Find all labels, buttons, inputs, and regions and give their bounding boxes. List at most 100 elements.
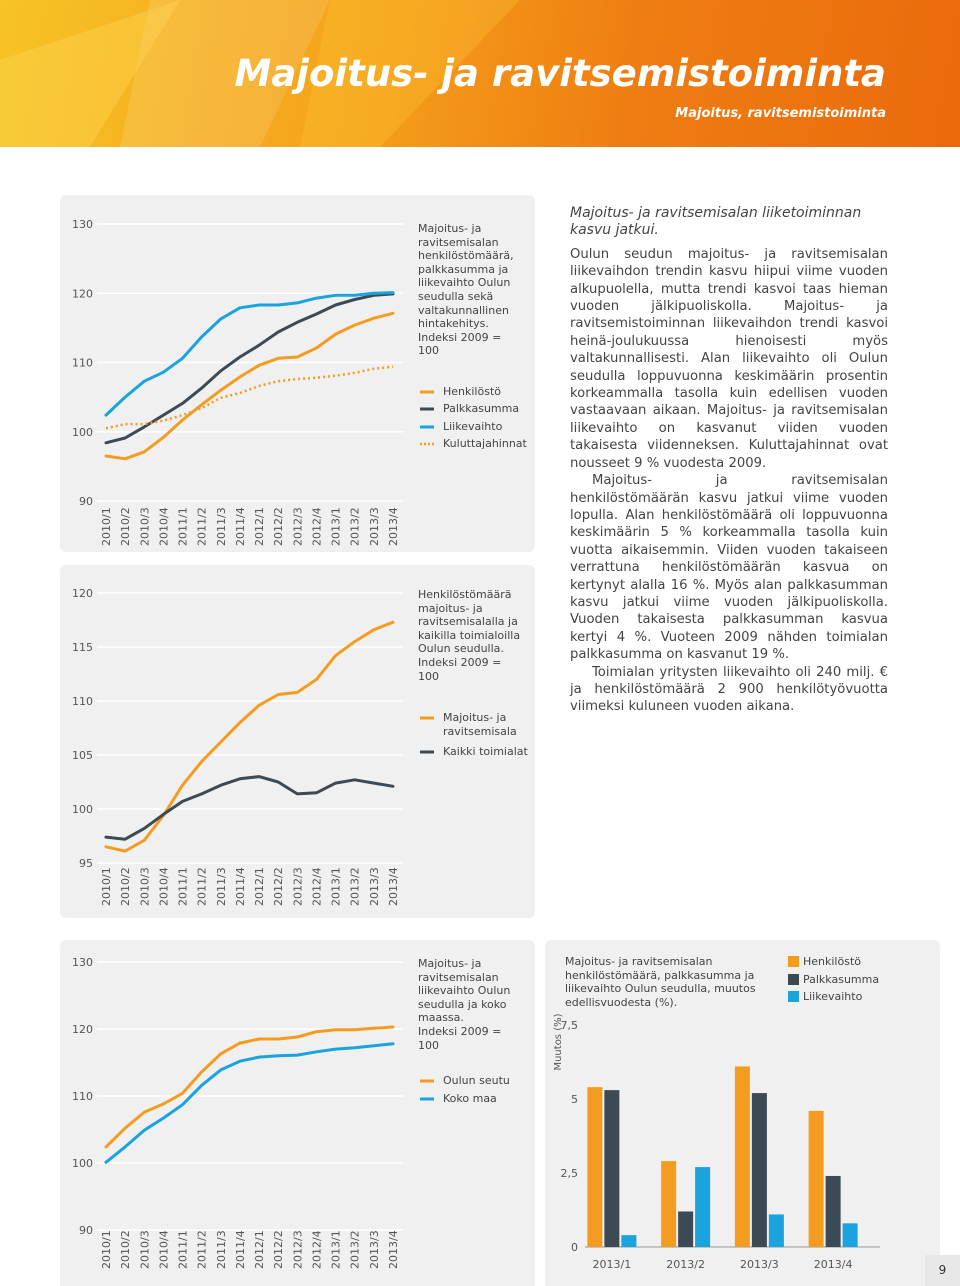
- y-tick-label: 115: [72, 641, 93, 654]
- x-tick-label: 2010/1: [100, 507, 113, 546]
- x-tick-label: 2011/1: [177, 1230, 190, 1269]
- chart-note: Majoitus- ja ravitsemisalan liikevaihto …: [418, 957, 523, 1052]
- paragraph: Toimialan yritysten liikevaihto oli 240 …: [570, 664, 888, 715]
- x-tick-label: 2010/2: [119, 1230, 132, 1269]
- legend-label: Henkilöstö: [803, 955, 861, 968]
- y-tick-label: 5: [571, 1093, 578, 1106]
- bar: [751, 1093, 767, 1247]
- series-line: [104, 1042, 395, 1164]
- y-tick-label: 95: [79, 857, 93, 870]
- y-tick-label: 90: [79, 1224, 93, 1237]
- x-tick-label: 2013/1: [330, 1230, 343, 1269]
- legend-label: Liikevaihto: [803, 990, 863, 1003]
- x-tick-label: 2010/3: [138, 507, 151, 546]
- x-tick-label: 2013/1: [593, 1258, 632, 1271]
- x-tick-label: 2013/2: [349, 507, 362, 546]
- x-tick-label: 2011/4: [234, 1230, 247, 1269]
- decor-shape: [0, 0, 180, 147]
- y-axis-label: Muutos (%): [553, 1013, 564, 1070]
- x-tick-label: 2012/1: [253, 867, 266, 906]
- x-tick-label: 2012/4: [310, 1230, 323, 1269]
- x-tick-label: 2013/3: [368, 507, 381, 546]
- series-line: [104, 1025, 395, 1149]
- y-tick-label: 120: [72, 1023, 93, 1036]
- bar: [734, 1066, 750, 1247]
- series-line: [105, 365, 394, 430]
- bar: [808, 1110, 824, 1247]
- x-tick-label: 2011/4: [234, 507, 247, 546]
- x-tick-label: 2013/3: [740, 1258, 779, 1271]
- panel: [60, 565, 535, 918]
- x-tick-label: 2010/4: [157, 507, 170, 546]
- x-tick-label: 2011/2: [196, 867, 209, 906]
- x-tick-label: 2011/3: [215, 1230, 228, 1269]
- panel: [60, 195, 535, 552]
- x-tick-label: 2012/3: [291, 1230, 304, 1269]
- x-tick-label: 2013/1: [330, 867, 343, 906]
- x-tick-label: 2013/2: [666, 1258, 705, 1271]
- legend-label: Majoitus- ja ravitsemisala: [443, 711, 517, 738]
- banner: Majoitus- ja ravitsemistoiminta Majoitus…: [0, 0, 960, 147]
- x-tick-label: 2012/1: [253, 1230, 266, 1269]
- chart-note: Henkilöstömäärä majoitus- ja ravitsemisa…: [418, 588, 523, 683]
- paragraph: Majoitus- ja ravitsemisalan henkilöstömä…: [570, 473, 888, 663]
- paragraph: Oulun seudun majoitus- ja ravitsemisalan…: [570, 246, 888, 471]
- x-tick-label: 2011/4: [234, 867, 247, 906]
- legend-label: Kuluttajahinnat: [443, 437, 527, 450]
- bar: [621, 1235, 637, 1247]
- panel: [60, 940, 535, 1286]
- x-tick-label: 2013/3: [368, 1230, 381, 1269]
- x-tick-label: 2011/2: [196, 507, 209, 546]
- legend-label: Palkkasumma: [443, 402, 520, 415]
- x-tick-label: 2012/3: [291, 867, 304, 906]
- y-tick-label: 130: [72, 956, 93, 969]
- series-line: [104, 292, 395, 445]
- chart-subnote: Indeksi 2009 = 100: [418, 655, 502, 683]
- x-tick-label: 2013/4: [814, 1258, 853, 1271]
- legend-label: Koko maa: [443, 1092, 497, 1105]
- decor-shape: [120, 0, 330, 147]
- x-tick-label: 2010/3: [138, 867, 151, 906]
- x-tick-label: 2012/1: [253, 507, 266, 546]
- decor-shape: [300, 0, 520, 147]
- x-tick-label: 2012/3: [291, 507, 304, 546]
- chart-subnote: Indeksi 2009 = 100: [418, 1024, 502, 1052]
- x-tick-label: 2013/2: [349, 1230, 362, 1269]
- y-tick-label: 110: [72, 695, 93, 708]
- y-tick-label: 130: [72, 218, 93, 231]
- y-tick-label: 0: [571, 1241, 578, 1254]
- legend-swatch: [788, 956, 799, 967]
- banner-decoration: [0, 0, 520, 147]
- bar: [604, 1090, 620, 1247]
- legend-label: Kaikki toimialat: [443, 745, 528, 758]
- page-title: Majoitus- ja ravitsemistoiminta: [234, 52, 887, 95]
- chart-note: Majoitus- ja ravitsemisalan henkilöstömä…: [565, 955, 756, 1009]
- x-tick-label: 2012/4: [310, 507, 323, 546]
- y-tick-label: 110: [72, 1090, 93, 1103]
- y-tick-label: 7,5: [561, 1019, 579, 1032]
- x-tick-label: 2013/4: [387, 507, 400, 546]
- series-line: [104, 291, 395, 417]
- y-tick-label: 100: [72, 1157, 93, 1170]
- page-subtitle: Majoitus, ravitsemistoiminta: [675, 106, 886, 121]
- x-tick-label: 2010/2: [119, 867, 132, 906]
- x-tick-label: 2011/2: [196, 1230, 209, 1269]
- y-tick-label: 105: [72, 749, 93, 762]
- x-tick-label: 2012/4: [310, 867, 323, 906]
- bar: [825, 1175, 841, 1247]
- y-tick-label: 100: [72, 426, 93, 439]
- bar: [587, 1087, 603, 1247]
- chart-subnote: Indeksi 2009 = 100: [418, 330, 502, 358]
- legend-label: Palkkasumma: [803, 973, 880, 986]
- bar: [678, 1211, 694, 1247]
- x-tick-label: 2013/4: [387, 1230, 400, 1269]
- x-tick-label: 2010/3: [138, 1230, 151, 1269]
- x-tick-label: 2011/1: [177, 507, 190, 546]
- y-tick-label: 2,5: [561, 1167, 579, 1180]
- x-tick-label: 2010/4: [157, 1230, 170, 1269]
- y-tick-label: 120: [72, 287, 93, 300]
- x-tick-label: 2011/3: [215, 507, 228, 546]
- y-tick-label: 90: [79, 495, 93, 508]
- x-tick-label: 2013/3: [368, 867, 381, 906]
